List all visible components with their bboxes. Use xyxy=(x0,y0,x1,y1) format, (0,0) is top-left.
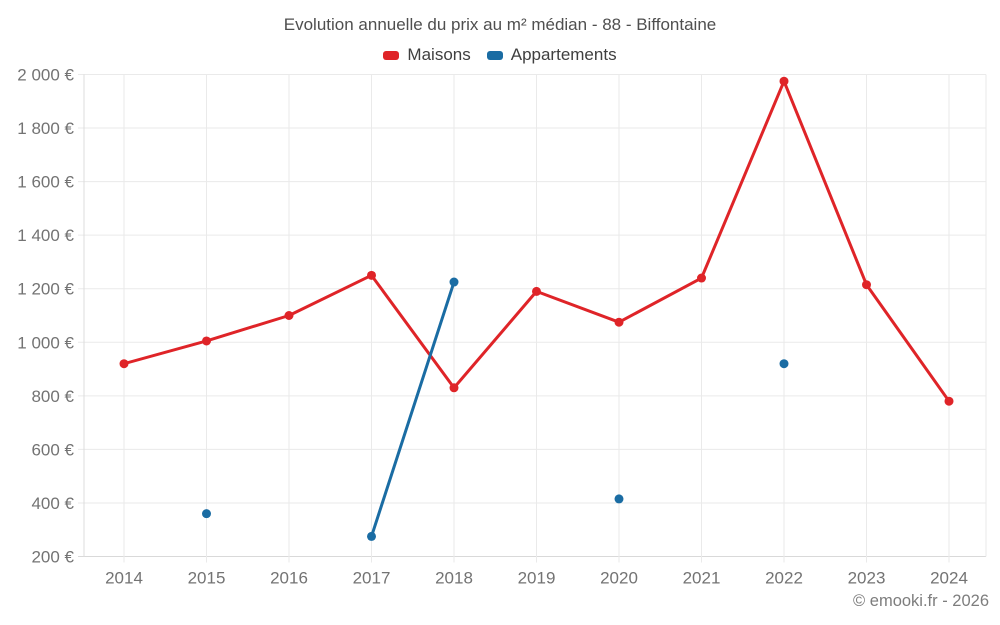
y-tick-label: 600 € xyxy=(31,440,74,459)
data-point[interactable] xyxy=(944,396,954,406)
series-segment xyxy=(287,273,373,317)
data-point[interactable] xyxy=(697,273,706,283)
data-point[interactable] xyxy=(449,277,459,287)
series-segment xyxy=(617,276,703,324)
data-point[interactable] xyxy=(449,383,459,393)
data-point[interactable] xyxy=(614,317,624,327)
series-segment xyxy=(700,79,786,280)
data-point[interactable] xyxy=(779,76,789,86)
y-tick-label: 1 800 € xyxy=(17,119,74,138)
x-axis-labels: 2014 2015 2016 2017 2018 2019 2020 2021 2022 2023… xyxy=(105,569,968,588)
maisons-swatch-icon xyxy=(383,50,400,60)
x-tick-label: 2020 xyxy=(600,569,638,588)
legend-label-maisons: Maisons xyxy=(407,45,471,64)
y-tick-label: 800 € xyxy=(31,387,74,406)
data-point[interactable] xyxy=(532,286,541,296)
x-tick-label: 2017 xyxy=(353,569,391,588)
appartements-swatch-icon xyxy=(486,50,503,60)
x-tick-label: 2023 xyxy=(848,569,886,588)
x-tick-label: 2018 xyxy=(435,569,473,588)
legend-label-appartements: Appartements xyxy=(510,45,617,64)
data-point[interactable] xyxy=(367,531,376,541)
y-tick-label: 400 € xyxy=(31,494,74,513)
series-segment xyxy=(122,339,208,366)
data-point[interactable] xyxy=(119,359,129,369)
chart-title: Evolution annuelle du prix au m² médian … xyxy=(283,15,717,34)
data-point[interactable] xyxy=(202,336,211,346)
series-segment xyxy=(370,280,456,538)
x-tick-label: 2014 xyxy=(105,569,143,588)
copyright-footer: © emooki.fr - 2026 xyxy=(853,592,989,610)
data-point[interactable] xyxy=(779,359,789,369)
y-tick-label: 1 600 € xyxy=(17,173,74,192)
y-tick-label: 1 400 € xyxy=(17,226,74,245)
chart-legend: Maisons Appartements xyxy=(0,44,1000,66)
series-segment xyxy=(865,283,951,403)
y-tick-label: 2 000 € xyxy=(17,66,74,85)
legend-item-appartements[interactable]: Appartements xyxy=(486,45,617,65)
series-segment xyxy=(535,289,621,324)
y-tick-label: 1 000 € xyxy=(17,333,74,352)
y-axis-labels: 200 € 400 € 600 € 800 € 1 000 € 1 200 € 1 400 … xyxy=(17,66,74,567)
series-segment xyxy=(452,289,538,390)
data-point[interactable] xyxy=(614,494,624,504)
x-tick-label: 2022 xyxy=(765,569,803,588)
series-segment xyxy=(205,314,291,343)
data-point[interactable] xyxy=(862,280,871,290)
x-tick-label: 2016 xyxy=(270,569,308,588)
x-tick-label: 2019 xyxy=(518,569,556,588)
y-tick-label: 200 € xyxy=(31,548,74,567)
data-point[interactable] xyxy=(202,509,211,519)
data-point[interactable] xyxy=(284,311,294,320)
x-tick-label: 2015 xyxy=(188,569,226,588)
series-segment xyxy=(782,79,868,287)
x-tick-label: 2021 xyxy=(683,569,721,588)
series-maisons xyxy=(119,76,954,406)
data-point[interactable] xyxy=(367,270,376,280)
x-tick-label: 2024 xyxy=(930,569,968,588)
legend-item-maisons[interactable]: Maisons xyxy=(383,45,471,65)
gridlines xyxy=(78,74,987,563)
series-appartements xyxy=(202,277,789,541)
series-segment xyxy=(370,273,456,390)
y-tick-label: 1 200 € xyxy=(17,280,74,299)
